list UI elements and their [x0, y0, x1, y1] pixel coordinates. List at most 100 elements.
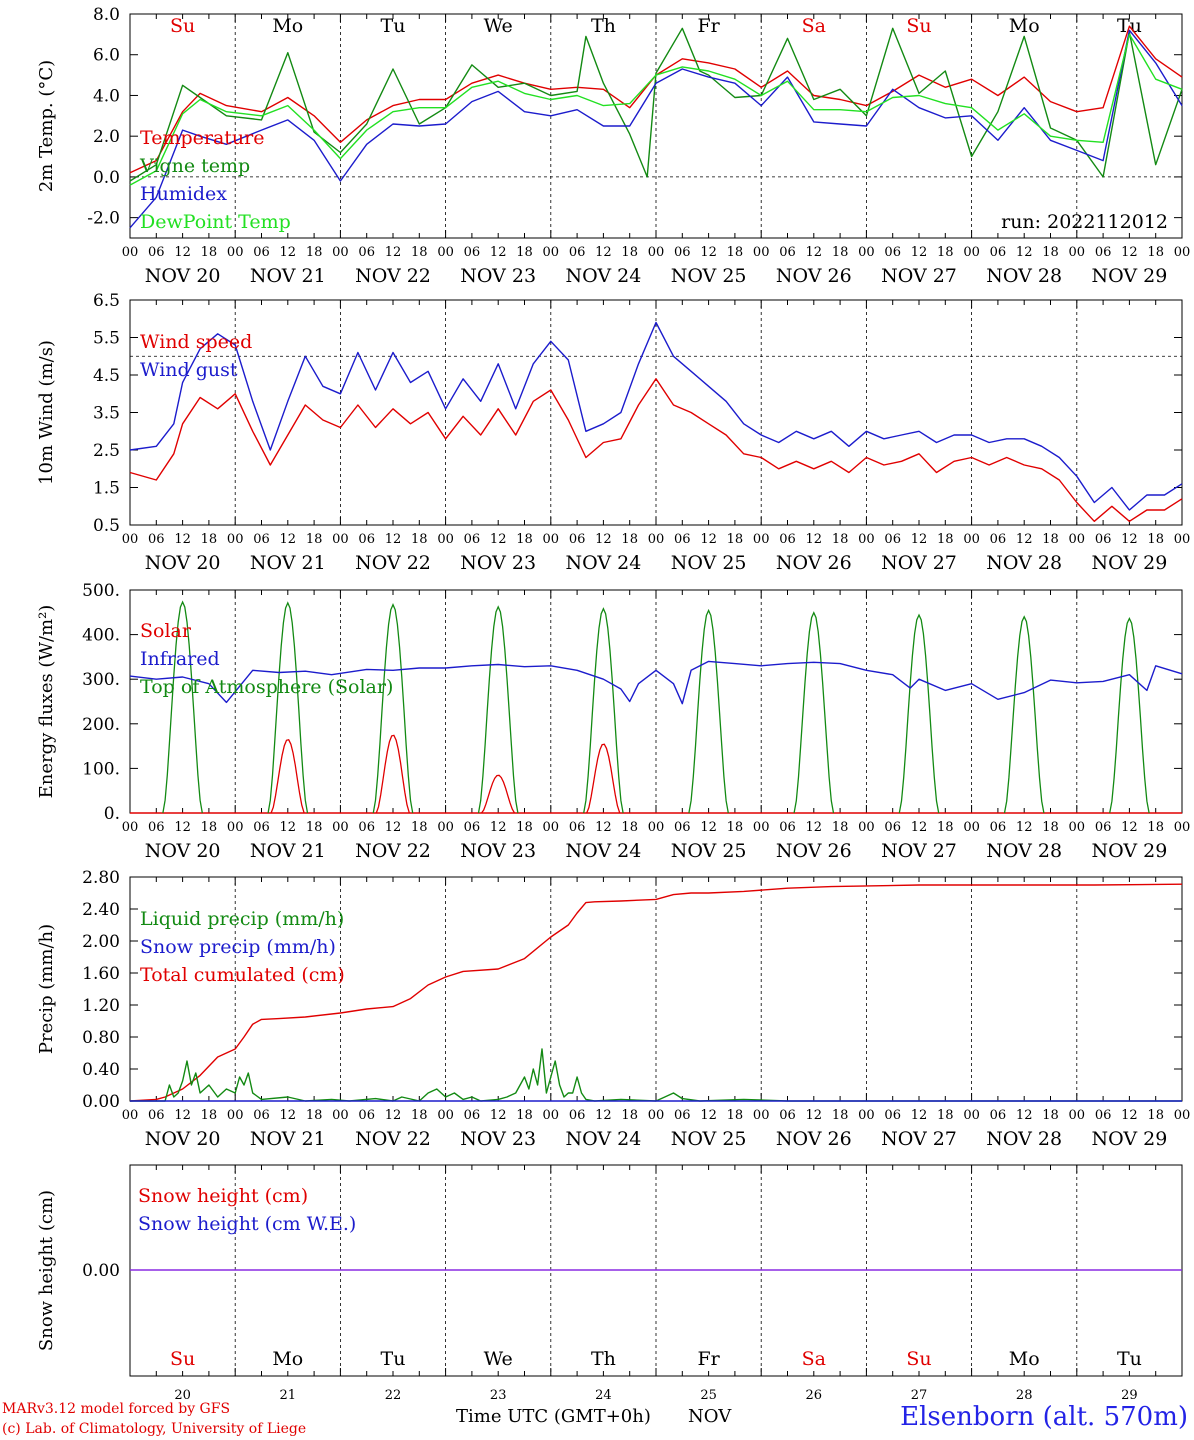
x-tick-label: 12 [490, 1108, 507, 1123]
date-label: NOV 24 [565, 1128, 641, 1150]
x-tick-label: 00 [437, 1108, 454, 1123]
weekday-label: Su [906, 15, 931, 37]
date-label: NOV 21 [250, 840, 326, 862]
x-axis-label: Time UTC (GMT+0h) [456, 1406, 651, 1427]
x-tick-label: 06 [990, 245, 1007, 260]
x-tick-label: 00 [1174, 532, 1191, 547]
x-tick-label: 06 [884, 532, 901, 547]
x-tick-label: 12 [595, 820, 612, 835]
weekday-label: Su [170, 1348, 195, 1370]
month-label: NOV [688, 1406, 732, 1427]
x-tick-label: 18 [306, 1108, 323, 1123]
y-axis-label: 2m Temp. (°C) [36, 60, 57, 192]
day-number: 25 [700, 1388, 717, 1403]
x-tick-label: 12 [700, 1108, 717, 1123]
x-tick-label: 06 [464, 1108, 481, 1123]
x-tick-label: 12 [1016, 245, 1033, 260]
day-number: 27 [911, 1388, 928, 1403]
x-tick-label: 18 [516, 532, 533, 547]
y-tick-label: 1.60 [82, 964, 120, 984]
weekday-label: Th [591, 15, 616, 37]
series-total-cumulated-cm- [129, 883, 1183, 1102]
date-label: NOV 26 [776, 265, 852, 287]
x-tick-label: 06 [674, 245, 691, 260]
series-wind-gust [129, 321, 1183, 511]
x-tick-label: 18 [516, 820, 533, 835]
weekday-label: Fr [697, 1348, 720, 1370]
x-tick-label: 06 [464, 532, 481, 547]
x-tick-label: 06 [884, 245, 901, 260]
x-tick-label: 00 [858, 820, 875, 835]
date-label: NOV 26 [776, 552, 852, 574]
date-label: NOV 26 [776, 1128, 852, 1150]
solar-curve [375, 734, 410, 814]
y-tick-label: 1.5 [93, 479, 120, 499]
x-tick-label: 06 [253, 245, 270, 260]
y-tick-label: 8.0 [93, 5, 120, 25]
x-tick-label: 18 [1042, 820, 1059, 835]
x-tick-label: 06 [358, 532, 375, 547]
toa-solar-curve [688, 608, 729, 814]
y-tick-label: 3.5 [93, 404, 120, 424]
x-tick-label: 18 [727, 532, 744, 547]
solar-curve [586, 743, 621, 814]
x-tick-label: 06 [148, 245, 165, 260]
legend-entry: Snow height (cm) [138, 1185, 308, 1207]
day-number: 21 [280, 1388, 297, 1403]
date-label: NOV 23 [460, 840, 536, 862]
x-tick-label: 18 [621, 532, 638, 547]
x-tick-label: 12 [280, 1108, 297, 1123]
y-tick-label: 6.5 [93, 291, 120, 311]
x-tick-label: 12 [174, 1108, 191, 1123]
x-tick-label: 00 [1069, 820, 1086, 835]
x-tick-label: 00 [122, 245, 139, 260]
x-tick-label: 06 [990, 532, 1007, 547]
x-tick-label: 06 [464, 245, 481, 260]
weekday-label: We [484, 1348, 513, 1370]
x-tick-label: 18 [201, 245, 218, 260]
x-tick-label: 12 [700, 245, 717, 260]
day-number: 20 [174, 1388, 191, 1403]
x-tick-label: 00 [543, 1108, 560, 1123]
legend-entry: Liquid precip (mm/h) [140, 908, 344, 930]
series-wind-speed [129, 378, 1183, 522]
x-tick-label: 00 [1174, 1108, 1191, 1123]
x-tick-label: 00 [543, 532, 560, 547]
plot-frame [129, 13, 1183, 239]
date-label: NOV 27 [881, 840, 957, 862]
x-tick-label: 00 [963, 532, 980, 547]
x-tick-label: 18 [516, 1108, 533, 1123]
legend-entry: DewPoint Temp [140, 211, 291, 233]
x-tick-label: 18 [937, 820, 954, 835]
y-tick-label: 0.00 [82, 1261, 120, 1281]
y-tick-label: 0.5 [93, 516, 120, 536]
date-label: NOV 20 [145, 840, 221, 862]
x-tick-label: 18 [1042, 245, 1059, 260]
date-label: NOV 20 [145, 552, 221, 574]
x-tick-label: 00 [753, 1108, 770, 1123]
y-tick-label: 2.40 [82, 900, 120, 920]
x-tick-label: 18 [1147, 820, 1164, 835]
x-tick-label: 18 [411, 532, 428, 547]
x-tick-label: 18 [306, 245, 323, 260]
y-axis-label: Energy fluxes (W/m²) [36, 605, 57, 799]
x-tick-label: 00 [858, 1108, 875, 1123]
y-tick-label: 300. [82, 670, 120, 690]
y-tick-label: 2.00 [82, 932, 120, 952]
x-tick-label: 12 [911, 245, 928, 260]
y-axis-label: Precip (mm/h) [36, 924, 57, 1054]
x-tick-label: 12 [1121, 820, 1138, 835]
date-label: NOV 29 [1091, 552, 1167, 574]
x-tick-label: 00 [227, 1108, 244, 1123]
date-label: NOV 25 [671, 552, 747, 574]
x-tick-label: 00 [332, 245, 349, 260]
x-tick-label: 12 [490, 245, 507, 260]
date-label: NOV 24 [565, 552, 641, 574]
x-tick-label: 00 [227, 820, 244, 835]
x-tick-label: 18 [411, 245, 428, 260]
x-tick-label: 18 [1147, 1108, 1164, 1123]
y-tick-label: 200. [82, 715, 120, 735]
x-tick-label: 06 [253, 820, 270, 835]
y-tick-label: 4.5 [93, 366, 120, 386]
date-label: NOV 27 [881, 552, 957, 574]
